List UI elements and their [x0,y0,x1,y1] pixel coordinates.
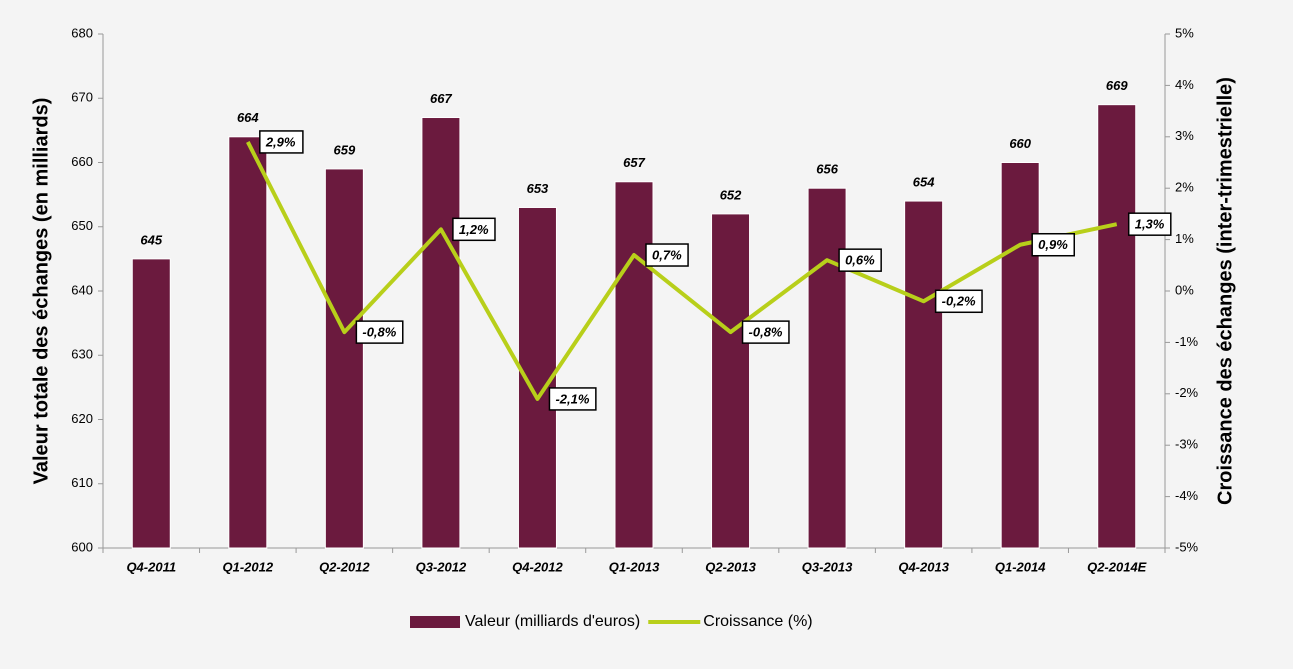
y-tick-label: 660 [71,154,93,169]
y-tick-label: 640 [71,282,93,297]
bar [228,136,268,549]
bar-value-label: 653 [527,181,549,196]
x-tick-label: Q4-2012 [512,559,563,574]
line-value-box [452,217,496,242]
y-tick-label: 630 [71,347,93,362]
x-tick-label: Q3-2013 [802,559,853,574]
bar-value-label: 660 [1009,136,1031,151]
line-value-box [741,320,790,344]
line-value-label: 0,9% [1038,237,1068,252]
x-tick-label: Q2-2013 [705,559,756,574]
y2-tick-label: 1% [1175,231,1194,246]
y2-tick-label: -3% [1175,437,1199,452]
y-tick-label: 620 [71,411,93,426]
y2-tick-label: 0% [1175,282,1194,297]
bar-value-label: 657 [623,155,645,170]
y-axis-title: Valeur totale des échanges (en milliards… [30,98,52,485]
bar [904,200,944,549]
y2-tick-label: -4% [1175,488,1199,503]
bar-value-label: 659 [334,142,356,157]
bar [614,181,654,549]
legend-swatch [410,616,460,628]
bar-value-label: 667 [430,91,452,106]
y2-tick-label: -5% [1175,539,1199,554]
line-value-box [838,248,882,272]
line-value-box [1031,232,1076,257]
bar-value-label: 664 [237,110,259,125]
legend-label: Croissance (%) [703,613,812,630]
x-tick-label: Q3-2012 [416,559,467,574]
y2-tick-label: 5% [1175,25,1194,40]
bar [324,168,364,549]
x-tick-label: Q1-2012 [223,559,274,574]
x-tick-label: Q2-2014E [1087,559,1147,574]
line-value-box [934,289,983,314]
line-value-label: 2,9% [265,134,296,149]
line-value-label: 0,6% [845,253,875,268]
line-value-label: -0,2% [942,294,976,309]
x-tick-label: Q1-2013 [609,559,660,574]
x-tick-label: Q4-2013 [898,559,949,574]
line-value-box [1127,212,1172,236]
bar-value-label: 654 [913,174,935,189]
line-value-box [548,387,597,411]
bar-value-label: 652 [720,187,742,202]
y-tick-label: 650 [71,218,93,233]
line-value-label: -0,8% [362,325,396,340]
x-tick-label: Q1-2014 [995,559,1046,574]
y2-axis-title: Croissance des échanges (inter-trimestri… [1214,77,1236,505]
y2-tick-label: -2% [1175,385,1199,400]
bar-value-label: 645 [140,232,162,247]
bar [131,258,171,549]
line-value-box [355,320,404,344]
line-value-label: 0,7% [652,247,682,262]
bar-value-label: 669 [1106,78,1128,93]
y2-tick-label: 3% [1175,128,1194,143]
y2-tick-label: -1% [1175,334,1199,349]
line-value-label: -0,8% [749,325,783,340]
y2-tick-label: 4% [1175,77,1194,92]
y2-tick-label: 2% [1175,180,1194,195]
bar-value-label: 656 [816,162,838,177]
bar [1097,104,1137,549]
line-value-label: -2,1% [555,391,589,406]
y-tick-label: 600 [71,539,93,554]
x-tick-label: Q2-2012 [319,559,370,574]
legend-label: Valeur (milliards d'euros) [465,613,640,630]
line-value-label: 1,3% [1135,217,1165,232]
line-value-box [645,243,689,267]
y-tick-label: 670 [71,90,93,105]
bar [807,187,847,549]
line-value-label: 1,2% [459,222,489,237]
line [246,141,1118,401]
bar [711,213,751,549]
x-tick-label: Q4-2011 [126,559,176,574]
y-tick-label: 680 [71,25,93,40]
bar [1000,162,1040,549]
line-value-box [259,130,304,154]
y-tick-label: 610 [71,475,93,490]
bar [421,117,461,549]
